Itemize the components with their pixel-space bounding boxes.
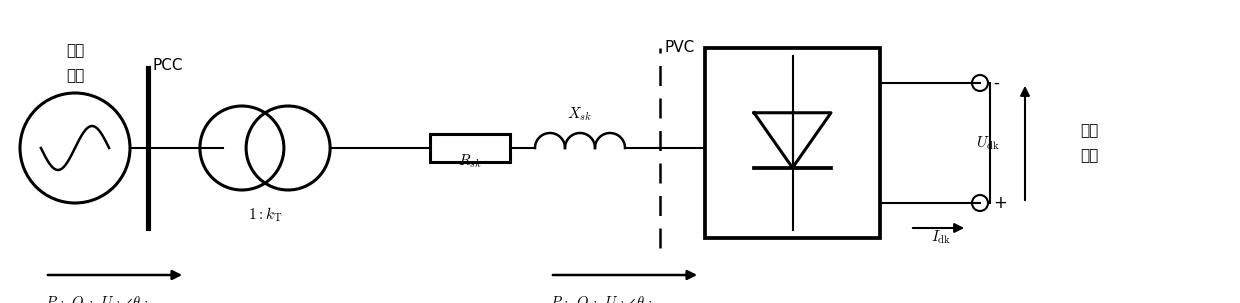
Text: PCC: PCC (153, 58, 184, 73)
Text: $U_{\mathrm{dk}}$: $U_{\mathrm{dk}}$ (976, 134, 999, 152)
Text: -: - (993, 74, 999, 92)
Text: $P_{ck},Q_{ck},U_{ck}\angle\theta_{ck}$: $P_{ck},Q_{ck},U_{ck}\angle\theta_{ck}$ (551, 295, 655, 303)
Text: $1:k_{\mathrm{T}}$: $1:k_{\mathrm{T}}$ (248, 205, 283, 224)
Bar (706, 48, 880, 238)
Text: 直流
网络: 直流 网络 (1080, 123, 1099, 163)
Text: +: + (993, 194, 1007, 212)
Text: PVC: PVC (665, 40, 696, 55)
Text: 交流
系统: 交流 系统 (66, 43, 84, 83)
Text: $I_{\mathrm{dk}}$: $I_{\mathrm{dk}}$ (931, 228, 951, 246)
Text: $X_{sk}$: $X_{sk}$ (568, 105, 593, 123)
Text: $P_{sk},Q_{sk},U_{sk}\angle\theta_{sk}$: $P_{sk},Q_{sk},U_{sk}\angle\theta_{sk}$ (45, 295, 151, 303)
Text: $R_{sk}$: $R_{sk}$ (458, 152, 482, 170)
Bar (430, 134, 510, 162)
